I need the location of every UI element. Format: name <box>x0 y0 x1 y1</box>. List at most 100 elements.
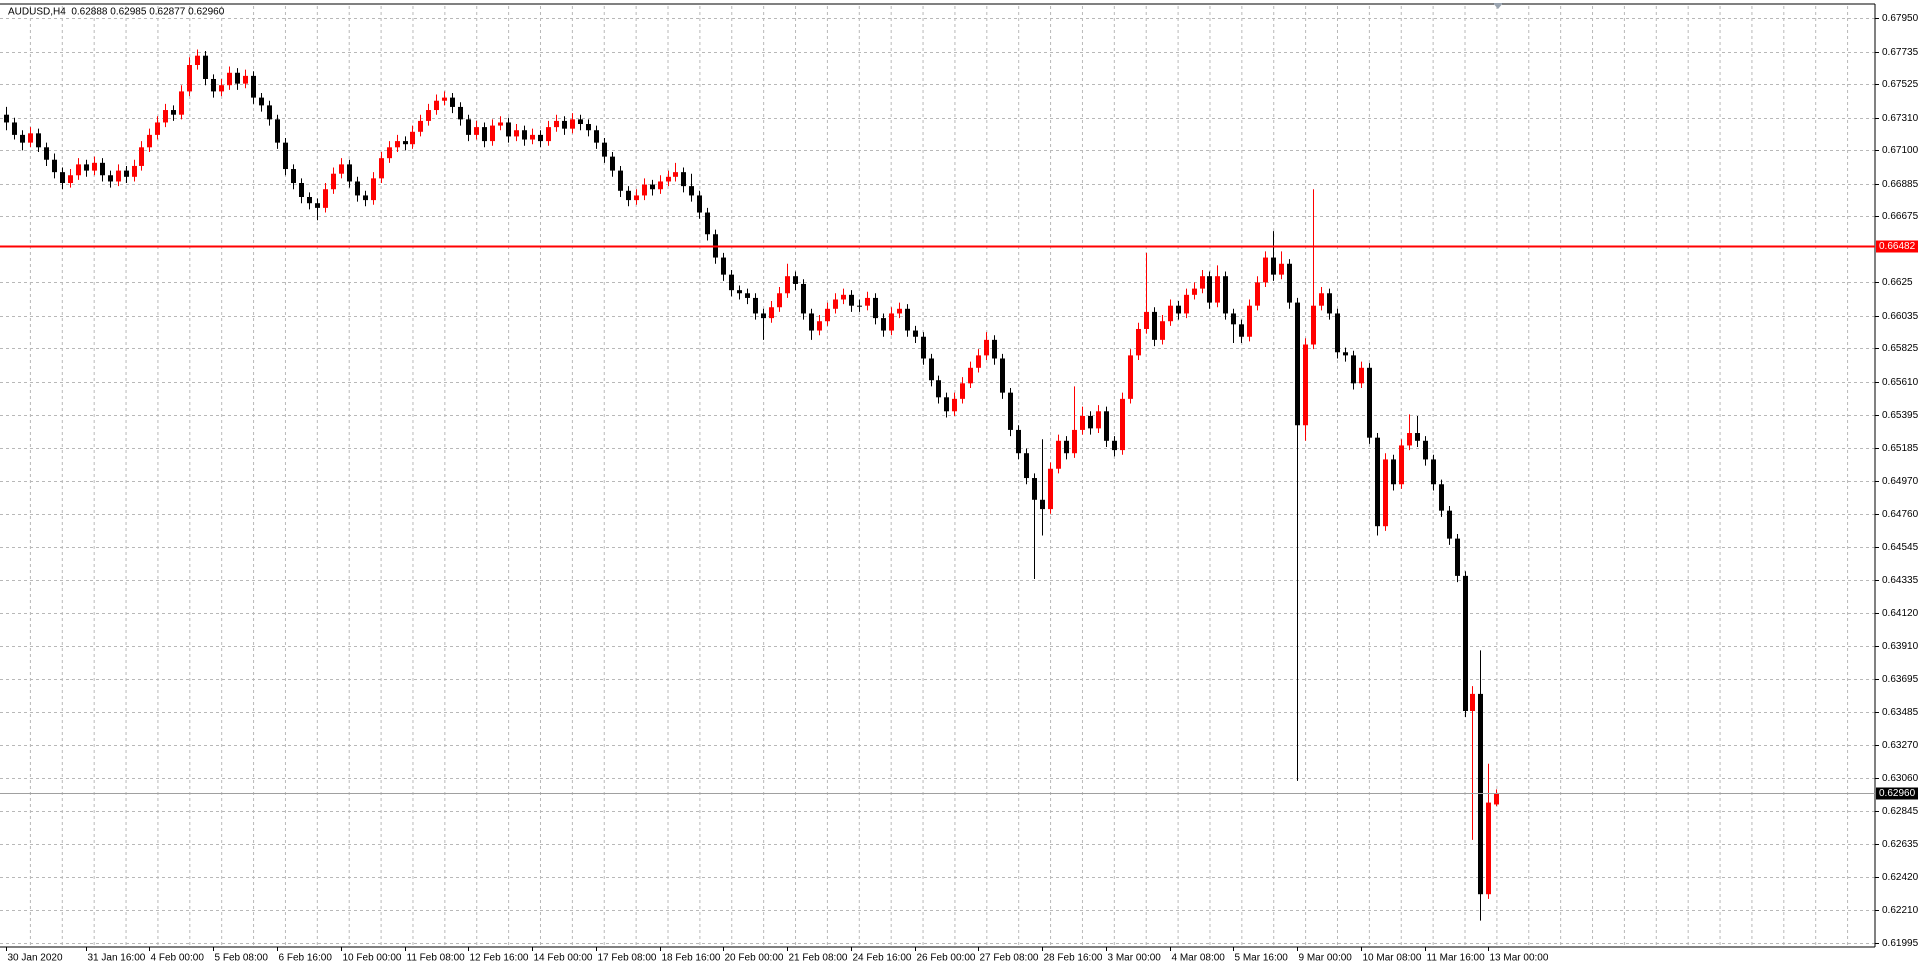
candle-body <box>578 119 583 125</box>
chart-title: AUDUSD,H4 0.62888 0.62985 0.62877 0.6296… <box>8 7 225 18</box>
candle-body <box>474 127 479 135</box>
candle-body <box>139 147 144 166</box>
candle-body <box>1343 352 1348 356</box>
candle-body <box>1399 445 1404 485</box>
y-tick-label: 0.67525 <box>1882 79 1919 90</box>
candle-body <box>897 308 902 314</box>
candle-body <box>482 127 487 142</box>
candle-body <box>1439 484 1444 511</box>
candle-body <box>1176 305 1181 314</box>
y-tick-label: 0.67950 <box>1882 13 1919 24</box>
candle-body <box>1136 328 1141 356</box>
x-tick-label: 20 Feb 00:00 <box>725 953 784 964</box>
candle-body <box>785 276 790 294</box>
y-tick-label: 0.65395 <box>1882 410 1919 421</box>
candle-body <box>1104 411 1109 441</box>
candle-body <box>163 110 168 123</box>
candle-body <box>124 170 129 177</box>
candle-body <box>745 293 750 298</box>
y-tick-label: 0.63060 <box>1882 773 1919 784</box>
candle-body <box>434 100 439 111</box>
candle-body <box>1032 478 1037 500</box>
candle-body <box>243 75 248 84</box>
y-tick-label: 0.64120 <box>1882 608 1919 619</box>
candle-body <box>347 164 352 182</box>
x-tick-label: 18 Feb 16:00 <box>662 953 721 964</box>
candle-body <box>1128 355 1133 399</box>
candle-body <box>339 164 344 174</box>
candle-body <box>355 181 360 196</box>
y-tick-label: 0.62420 <box>1882 872 1919 883</box>
candle-body <box>84 164 89 171</box>
candle-body <box>395 141 400 148</box>
candle-body <box>1120 398 1125 451</box>
candle-body <box>705 212 710 235</box>
candle-body <box>450 97 455 107</box>
candle-body <box>1008 392 1013 430</box>
candle-body <box>458 106 463 120</box>
candle-body <box>817 321 822 331</box>
candle-body <box>889 313 894 331</box>
candle-body <box>936 380 941 398</box>
candle-body <box>905 308 910 331</box>
candle-body <box>1160 321 1165 340</box>
candle-body <box>1255 282 1260 306</box>
candle-body <box>801 283 806 314</box>
candle-body <box>315 203 320 208</box>
x-tick-label: 5 Mar 16:00 <box>1235 953 1289 964</box>
candles <box>4 49 1499 921</box>
candle-body <box>203 55 208 79</box>
candle-body <box>187 65 192 92</box>
candle-body <box>697 195 702 213</box>
candle-body <box>466 119 471 135</box>
y-tick-label: 0.62845 <box>1882 806 1919 817</box>
candle-body <box>729 274 734 291</box>
x-tick-label: 5 Feb 08:00 <box>215 953 269 964</box>
candle-body <box>1239 324 1244 337</box>
candle-body <box>1040 499 1045 510</box>
y-tick-label: 0.62210 <box>1882 905 1919 916</box>
y-tick-label: 0.66885 <box>1882 179 1919 190</box>
candle-body <box>92 162 97 171</box>
candle-body <box>147 134 152 148</box>
candle-body <box>650 184 655 190</box>
y-tick-label: 0.67735 <box>1882 47 1919 58</box>
candle-body <box>1311 305 1316 345</box>
candle-body <box>1463 575 1468 711</box>
candle-body <box>283 142 288 170</box>
candle-body <box>1247 305 1252 337</box>
candle-body <box>4 114 9 123</box>
candle-body <box>116 170 121 182</box>
bid-label: 0.62960 <box>1879 788 1916 799</box>
candle-body <box>825 308 830 322</box>
candle-body <box>610 156 615 171</box>
candle-body <box>251 75 256 98</box>
x-tick-label: 10 Mar 08:00 <box>1363 953 1422 964</box>
candle-body <box>522 130 527 140</box>
candle-body <box>681 172 686 187</box>
candle-body <box>1415 433 1420 441</box>
candle-body <box>108 175 113 182</box>
x-tick-label: 13 Mar 00:00 <box>1490 953 1549 964</box>
level-label: 0.66482 <box>1879 241 1916 252</box>
candle-body <box>1207 276 1212 303</box>
candle-body <box>865 297 870 306</box>
candle-body <box>1407 433 1412 446</box>
x-tick-label: 26 Feb 00:00 <box>917 953 976 964</box>
candle-body <box>267 105 272 120</box>
x-tick-label: 11 Mar 16:00 <box>1427 953 1486 964</box>
level-label-box <box>1876 240 1918 253</box>
x-tick-label: 31 Jan 16:00 <box>88 953 146 964</box>
candle-body <box>952 398 957 412</box>
candle-body <box>1168 305 1173 322</box>
candle-body <box>1223 276 1228 314</box>
candle-body <box>44 147 49 160</box>
y-tick-label: 0.67310 <box>1882 113 1919 124</box>
candle-body <box>1391 459 1396 485</box>
candle-body <box>426 110 431 121</box>
shift-marker[interactable] <box>1493 3 1503 9</box>
x-tick-label: 4 Mar 08:00 <box>1172 953 1226 964</box>
candle-body <box>1431 459 1436 485</box>
candle-body <box>554 120 559 128</box>
